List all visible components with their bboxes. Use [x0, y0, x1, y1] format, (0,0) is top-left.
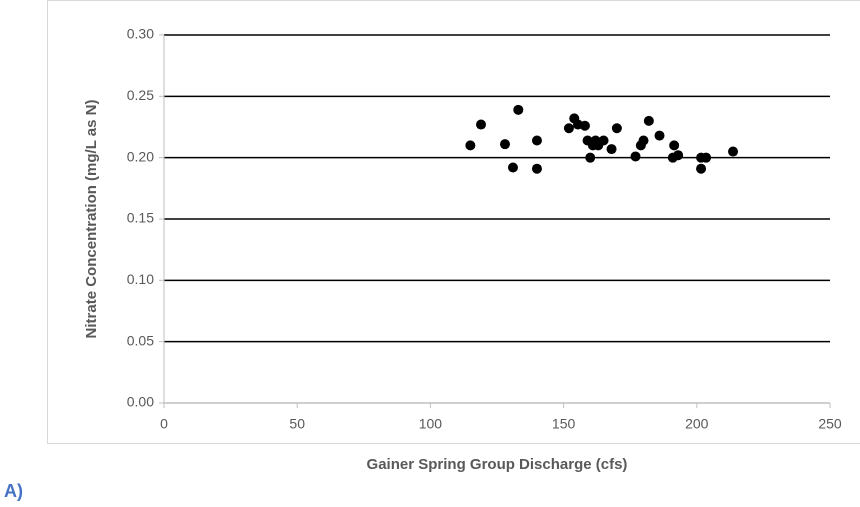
point: [532, 135, 542, 145]
chart-border: [48, 1, 860, 444]
y-axis-title: Nitrate Concentration (mg/L as N): [83, 100, 100, 339]
point: [655, 131, 665, 141]
y-tick-label: 0.00: [127, 394, 154, 410]
point: [696, 164, 706, 174]
y-tick-label: 0.30: [127, 26, 154, 42]
x-tick-label: 100: [419, 416, 443, 432]
y-tick-label: 0.15: [127, 210, 154, 226]
point: [607, 144, 617, 154]
point: [564, 123, 574, 133]
point: [532, 164, 542, 174]
point: [631, 151, 641, 161]
point: [701, 153, 711, 163]
panel-label: A): [4, 481, 23, 501]
point: [728, 147, 738, 157]
x-tick-label: 250: [818, 416, 842, 432]
point: [639, 135, 649, 145]
point: [500, 139, 510, 149]
x-tick-label: 50: [289, 416, 305, 432]
y-tick-label: 0.05: [127, 332, 154, 348]
point: [644, 116, 654, 126]
x-tick-label: 0: [160, 416, 168, 432]
x-axis-title: Gainer Spring Group Discharge (cfs): [367, 456, 628, 473]
x-tick-label: 200: [685, 416, 709, 432]
point: [669, 140, 679, 150]
point: [508, 162, 518, 172]
point: [612, 123, 622, 133]
point: [580, 121, 590, 131]
y-tick-label: 0.25: [127, 87, 154, 103]
x-tick-label: 150: [552, 416, 576, 432]
y-tick-label: 0.20: [127, 148, 154, 164]
point: [513, 105, 523, 115]
point: [673, 150, 683, 160]
point: [465, 140, 475, 150]
point: [599, 135, 609, 145]
point: [585, 153, 595, 163]
point: [476, 120, 486, 130]
y-tick-label: 0.10: [127, 271, 154, 287]
